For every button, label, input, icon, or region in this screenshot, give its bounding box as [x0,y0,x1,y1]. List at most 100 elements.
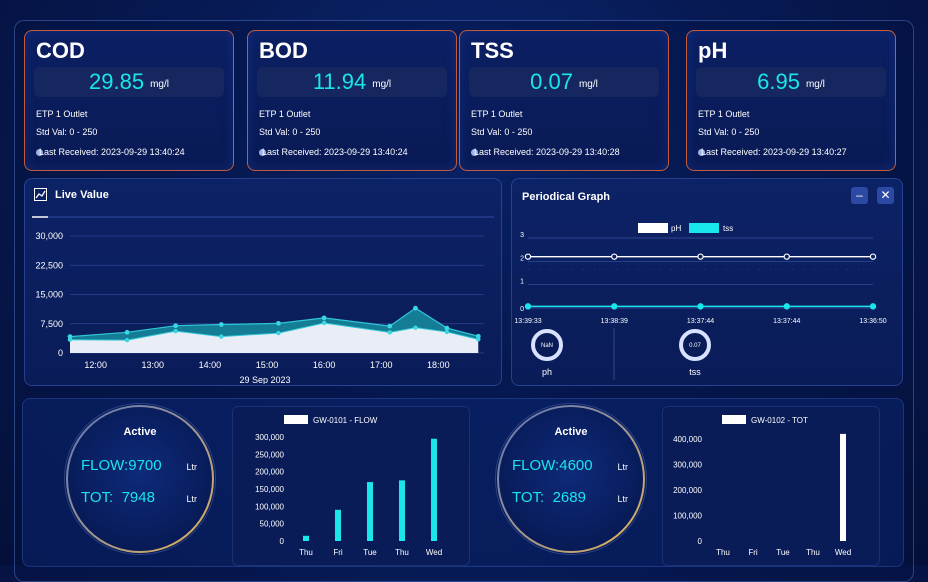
close-button[interactable]: ✕ [877,187,894,204]
flow-gauge-1[interactable]: Active FLOW:9700 Ltr TOT: 7948 Ltr [65,404,215,554]
bar [399,480,405,541]
data-point [413,325,418,330]
data-point [276,330,281,336]
legend-label: tss [723,224,733,233]
data-point [869,303,877,310]
card-ph[interactable]: pH 6.95 mg/l ETP 1 Outlet Std Val: 0 - 2… [686,30,896,171]
value-box: 6.95 mg/l [696,67,886,97]
panel-title: Live Value [55,189,109,201]
card-bod[interactable]: BOD 11.94 mg/l ETP 1 Outlet Std Val: 0 -… [247,30,457,171]
bar [303,535,309,541]
card-tss[interactable]: TSS 0.07 mg/l ETP 1 Outlet Std Val: 0 - … [459,30,669,171]
tot-bar-chart[interactable]: GW-0102 - TOT 0 100,000 200,000 300,000 400,0… [662,406,878,564]
periodical-chart[interactable]: pH tss 3 2 1 0 13:39:33 13:38:39 13:37:44 13:37:4… [511,178,901,384]
x-tick-label: 13:39:33 [514,318,541,325]
x-tick-label: 13:36:50 [859,318,886,325]
status-dot-icon [471,149,478,157]
x-tick-label: Tue [776,548,790,557]
gauge-status: Active [123,426,157,438]
card-unit: mg/l [805,78,825,90]
data-point [67,337,73,342]
data-point [524,303,532,310]
y-tick-label: 7,500 [40,319,63,329]
card-last-received: Last Received: 2023-09-29 13:40:28 [471,147,620,157]
flow-gauge-2[interactable]: Active FLOW:4600 Ltr TOT: 2689 Ltr [496,404,646,554]
card-last-received: Last Received: 2023-09-29 13:40:24 [36,147,185,157]
card-std: Std Val: 0 - 250 [259,127,321,137]
card-unit: mg/l [578,78,598,90]
x-tick-label: 16:00 [313,360,336,370]
y-tick-label: 15,000 [35,290,63,300]
card-title: pH [698,38,728,63]
data-point [783,253,790,260]
series-band-area [70,308,479,341]
data-point [321,320,327,326]
flow-unit: Ltr [186,462,197,472]
flow-bar-card [232,406,470,566]
y-tick-label: 100,000 [255,502,284,511]
tot-unit: Ltr [617,494,628,504]
donut-value: 0.07 [689,343,701,349]
y-tick-label: 200,000 [673,486,702,495]
card-location: ETP 1 Outlet [259,109,311,119]
x-tick-label: Thu [806,548,820,557]
y-tick-label: 250,000 [255,450,284,459]
x-tick-label: 17:00 [370,360,393,370]
card-value: 11.94 [312,69,367,94]
data-point [173,323,179,329]
legend-swatch-tss [689,223,719,233]
data-point [697,303,704,310]
card-title: COD [36,38,85,63]
status-dot-icon [36,149,43,157]
donut-label: tss [689,367,701,377]
periodical-graph-panel: Periodical Graph – ✕ [511,178,903,386]
x-tick-label: Thu [716,548,730,557]
line-chart-icon [34,188,47,201]
value-box: 0.07 mg/l [469,67,659,97]
live-value-chart[interactable]: 0 7,500 15,000 22,500 30,000 12:00 13:00 14:00 1… [24,178,500,384]
card-unit: mg/l [372,78,392,90]
x-tick-label: Wed [835,548,851,557]
card-cod[interactable]: COD 29.85 mg/l ETP 1 Outlet Std Val: 0 -… [24,30,234,171]
data-point [321,315,327,321]
data-point [869,253,877,260]
tot-readout: TOT: 7948 [81,489,155,506]
data-point [276,320,281,326]
value-box: 11.94 mg/l [257,67,447,97]
data-point [476,337,481,342]
card-title: TSS [471,38,514,63]
card-location: ETP 1 Outlet [698,109,750,119]
y-tick-label: 200,000 [255,468,284,477]
legend-label: GW-0102 - TOT [751,416,808,425]
x-axis-label: 29 Sep 2023 [239,375,290,384]
x-tick-label: 13:00 [142,360,165,370]
series-line-upper [69,307,479,338]
legend-swatch-ph [638,223,668,233]
minimize-button[interactable]: – [851,187,868,204]
data-point [67,334,73,340]
x-tick-label: Thu [395,548,409,557]
x-tick-label: Fri [748,548,758,557]
card-title: BOD [259,38,308,63]
x-tick-label: Tue [363,548,377,557]
x-tick-label: Wed [426,548,442,557]
data-point [444,325,450,331]
flow-readout: FLOW:9700 [81,457,162,474]
data-point [524,253,532,260]
y-tick-label: 0 [280,537,285,546]
tot-unit: Ltr [186,494,197,504]
flow-bar-chart[interactable]: GW-0101 - FLOW 0 50,000 100,000 150,000 200,0… [232,406,468,564]
data-point [611,303,618,310]
donut-value: NaN [541,343,553,349]
gauge-status: Active [554,426,588,438]
y-tick-label: 2 [520,255,524,262]
status-dot-icon [259,149,266,157]
x-tick-label: Thu [299,548,313,557]
data-point [697,253,704,260]
card-last-received: Last Received: 2023-09-29 13:40:24 [259,147,408,157]
y-tick-label: 50,000 [260,520,285,529]
card-location: ETP 1 Outlet [36,109,88,119]
y-tick-label: 0 [698,537,703,546]
card-std: Std Val: 0 - 250 [471,127,533,137]
bar [431,438,437,541]
